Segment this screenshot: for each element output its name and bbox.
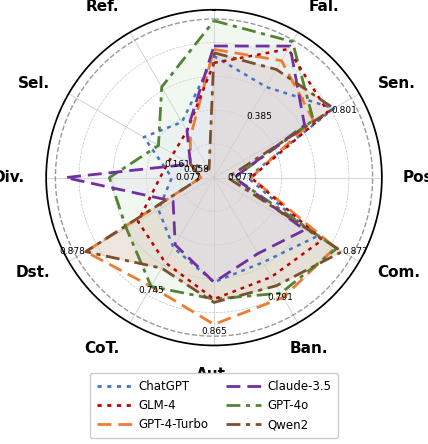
Polygon shape [110,21,337,299]
Text: Ref.: Ref. [86,0,119,14]
Polygon shape [144,56,334,282]
Text: Fal.: Fal. [309,0,339,14]
Text: 0.878: 0.878 [60,247,86,256]
Legend: ChatGPT, GLM-4, GPT-4-Turbo, Claude-3.5, GPT-4o, Qwen2: ChatGPT, GLM-4, GPT-4-Turbo, Claude-3.5,… [90,373,338,438]
Text: CoT.: CoT. [84,341,119,356]
Text: Pos.: Pos. [403,170,428,185]
Text: Dst.: Dst. [16,265,51,280]
Text: Aut.: Aut. [196,367,232,381]
Text: 0.161: 0.161 [165,159,190,169]
Text: 0.058: 0.058 [183,165,209,174]
Text: 0.385: 0.385 [247,112,272,121]
Text: 0.801: 0.801 [331,106,357,115]
Text: 0.077: 0.077 [175,173,201,182]
Text: Ban.: Ban. [289,341,328,356]
Text: Sel.: Sel. [18,75,51,91]
Polygon shape [65,46,305,282]
Text: Sen.: Sen. [377,75,416,91]
Polygon shape [86,53,342,302]
Text: 0.745: 0.745 [138,286,164,295]
Text: Div.: Div. [0,170,25,185]
Text: Com.: Com. [377,265,421,280]
Text: 0.865: 0.865 [201,327,227,336]
Text: 0.791: 0.791 [268,293,294,302]
Text: 0.877: 0.877 [342,247,368,256]
Text: 0.077: 0.077 [227,173,253,182]
